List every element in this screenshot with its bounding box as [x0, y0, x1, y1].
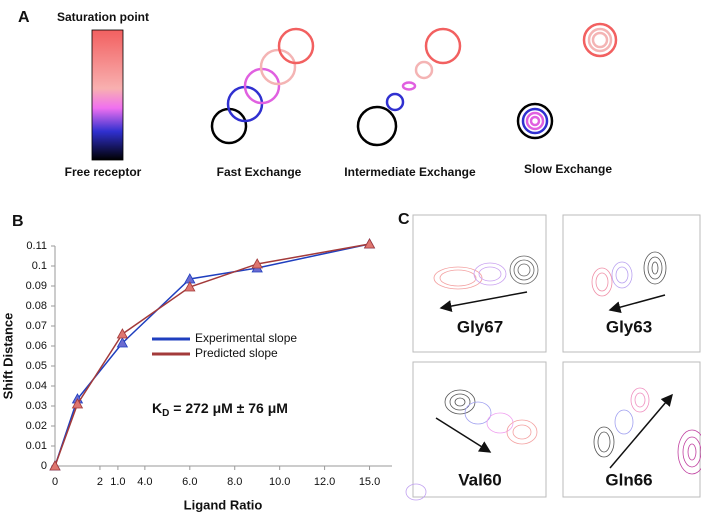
- panel-label: C: [398, 211, 410, 228]
- shift-arrow: [435, 417, 492, 453]
- exchange-label: Slow Exchange: [524, 162, 612, 176]
- y-axis-label: Shift Distance: [0, 313, 15, 400]
- y-tick-label: 0.09: [26, 280, 47, 292]
- y-tick-label: 0.04: [26, 380, 47, 392]
- x-tick-label: 8.0: [227, 476, 242, 488]
- x-tick-label: 10.0: [269, 476, 290, 488]
- series-line: [54, 243, 370, 467]
- kd-symbol: K: [152, 400, 162, 416]
- legend-label: Experimental slope: [195, 331, 297, 345]
- data-point: [251, 258, 263, 269]
- y-tick-label: 0.11: [26, 240, 47, 252]
- fast-exchange-peaks: [210, 27, 315, 145]
- kd-subscript: D: [162, 408, 169, 419]
- x-tick-label: 1.0: [110, 476, 125, 488]
- kd-annotation: KD = 272 μM ± 76 μM: [152, 400, 288, 419]
- y-tick-label: 0.07: [26, 320, 47, 332]
- exchange-label: Fast Exchange: [217, 165, 302, 179]
- contours-gly63: [591, 251, 667, 297]
- x-tick-label: 6.0: [182, 476, 197, 488]
- colorbar: [91, 29, 124, 161]
- shift-arrow: [608, 294, 666, 314]
- residue-label: Val60: [458, 470, 502, 489]
- shift-chart: B Ligand Ratio Shift Distance KD = 272 μ…: [0, 213, 392, 512]
- contours-gly67: [433, 255, 539, 290]
- colorbar-bottom-label: Free receptor: [65, 165, 142, 179]
- y-tick-label: 0.08: [26, 300, 47, 312]
- x-tick-label: 15.0: [359, 476, 380, 488]
- residue-label: Gly67: [457, 317, 503, 336]
- y-tick-label: 0.05: [26, 360, 47, 372]
- residue-label: Gly63: [606, 317, 652, 336]
- residue-label: Gln66: [605, 470, 652, 489]
- y-tick-label: 0.1: [32, 260, 47, 272]
- contours-val60: [405, 389, 538, 501]
- y-tick-label: 0: [41, 460, 47, 472]
- x-tick-label: 4.0: [137, 476, 152, 488]
- legend-label: Predicted slope: [195, 346, 278, 360]
- contours-gln66: [593, 387, 701, 475]
- data-point: [184, 281, 196, 292]
- data-point: [71, 398, 84, 409]
- x-axis-label: Ligand Ratio: [184, 497, 263, 512]
- data-point: [49, 460, 61, 471]
- colorbar-top-label: Saturation point: [57, 10, 149, 24]
- y-tick-label: 0.06: [26, 340, 47, 352]
- intermediate-exchange-peaks: [356, 27, 462, 147]
- x-tick-label: 12.0: [314, 476, 335, 488]
- data-point: [363, 238, 376, 249]
- x-tick-label: 0: [52, 476, 58, 488]
- data-point: [116, 337, 129, 348]
- y-tick-label: 0.01: [26, 440, 47, 452]
- slow-exchange-peaks: [516, 22, 618, 140]
- kd-text: = 272 μM ± 76 μM: [169, 400, 288, 416]
- x-tick-label: 2: [97, 476, 103, 488]
- shift-arrow: [609, 393, 673, 469]
- shift-arrow: [439, 291, 528, 312]
- data-point: [116, 328, 129, 339]
- label-backgrounds: [452, 316, 657, 491]
- panel-label: B: [12, 213, 24, 230]
- y-tick-label: 0.02: [26, 420, 47, 432]
- y-tick-label: 0.03: [26, 400, 47, 412]
- panel-label: A: [18, 9, 30, 26]
- exchange-label: Intermediate Exchange: [344, 165, 476, 179]
